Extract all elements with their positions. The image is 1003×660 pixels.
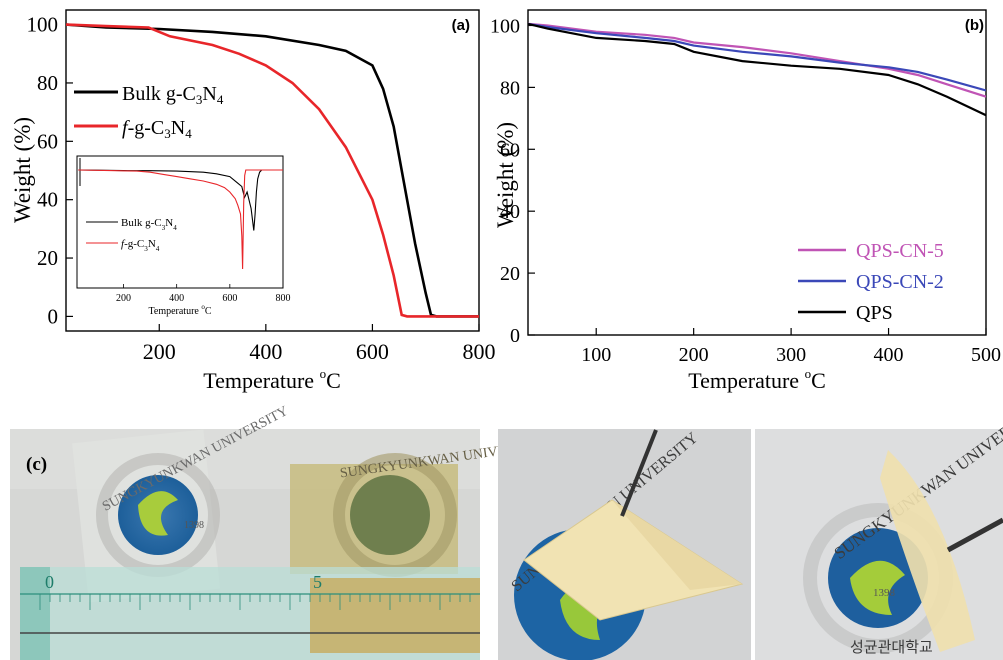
panel-a-xlabel: Temperature oC xyxy=(203,366,341,393)
legend-label-bulk: Bulk g-C3N4 xyxy=(122,83,224,107)
panel-b-ytick-label: 60 xyxy=(500,139,520,161)
panel-b-legend: QPS-CN-5 QPS-CN-2 QPS xyxy=(798,240,944,324)
photo-ruler: 0 5 xyxy=(20,567,480,660)
panel-b-line-qps xyxy=(528,22,986,117)
inset-legend-label-f: f-g-C3N4 xyxy=(121,238,160,253)
tweezers-2 xyxy=(946,517,1003,553)
panel-b-frame xyxy=(527,9,987,336)
panel-c-photos: 1398 SUNGKYUNKWAN UNIVERSITY SUNGKYUNKWA… xyxy=(10,399,1003,660)
panel-b-ylabel: Weight (%) xyxy=(493,122,518,228)
ruler-zero: 0 xyxy=(45,572,54,592)
photo3-korean: 성균관대학교 xyxy=(850,639,933,656)
ruler-five: 5 xyxy=(313,572,322,592)
panel-b-line-qps-cn-5 xyxy=(528,22,986,98)
panel-b-xtick-label: 400 xyxy=(874,344,904,366)
panel-a-xtick-label: 600 xyxy=(356,339,389,364)
panel-b-xtick-label: 300 xyxy=(776,344,806,366)
panel-c-label: (c) xyxy=(26,454,47,475)
panel-a-xtick-label: 800 xyxy=(463,339,496,364)
panel-a-ytick-label: 60 xyxy=(37,129,58,153)
logo-leaf-1 xyxy=(138,491,178,536)
panel-b-xtick-label: 200 xyxy=(679,344,709,366)
panel-b-ytick-label: 20 xyxy=(500,263,520,285)
logo-disc-2 xyxy=(350,475,430,555)
panel-a-inset: 200 400 600 800 Bulk g-C3N4 f-g-C3N4 Temper… xyxy=(76,155,291,317)
panel-a-xtick-label: 200 xyxy=(143,339,176,364)
bent-film-sheet xyxy=(880,450,975,652)
inset-line-bulk xyxy=(78,169,283,231)
panel-a-ylabel: Weight (%) xyxy=(10,117,35,223)
panel-a-ytick-label: 40 xyxy=(37,188,58,212)
panel-a-ytick-label: 20 xyxy=(37,246,58,270)
panel-a-label: (a) xyxy=(452,17,470,34)
panel-b-xtick-label: 100 xyxy=(581,344,611,366)
photo3-year: 1398 xyxy=(873,587,896,599)
inset-xlabel: Temperature oC xyxy=(148,303,211,317)
panel-a-xtick-label: 400 xyxy=(249,339,282,364)
panel-a-line-bulk xyxy=(66,23,479,318)
legend-label-f: f-g-C3N4 xyxy=(122,117,192,141)
photo-bent-film: 1398 SUNGKYUNKWAN UNIVERSITY 성균관대학교 xyxy=(755,399,1003,660)
inset-xtick-label: 200 xyxy=(116,293,131,304)
inset-legend-label-bulk: Bulk g-C3N4 xyxy=(121,217,177,232)
panel-b-legend-label: QPS-CN-2 xyxy=(856,271,944,293)
panel-b-label: (b) xyxy=(965,17,984,34)
panel-b-xlabel: Temperature oC xyxy=(688,366,826,393)
panel-b-chart: 100 200 300 400 500 0 20 40 60 80 100 (b) Weight (… xyxy=(490,9,1001,393)
photo1-year: 1398 xyxy=(184,520,204,531)
tweezers-1 xyxy=(620,429,658,517)
inset-xtick-label: 600 xyxy=(222,293,237,304)
photo-folded-film: SUNGKYUNKWAN UNIVERSITY xyxy=(498,429,751,660)
panel-b-ytick-label: 0 xyxy=(510,325,520,347)
panel-a-ytick-label: 80 xyxy=(37,71,58,95)
panel-a-legend: Bulk g-C3N4 f-g-C3N4 xyxy=(74,83,224,141)
panel-b-legend-label: QPS-CN-5 xyxy=(856,240,944,262)
panel-a-ytick-label: 0 xyxy=(48,304,59,328)
panel-a-frame xyxy=(65,9,480,332)
panel-a-ytick-label: 100 xyxy=(27,13,59,37)
panel-b-ytick-label: 100 xyxy=(490,15,520,37)
panel-b-ytick-label: 40 xyxy=(500,201,520,223)
panel-b-xtick-label: 500 xyxy=(971,344,1001,366)
inset-line-f xyxy=(78,169,283,270)
panel-b-line-qps-cn-2 xyxy=(528,22,986,92)
panel-b-ytick-label: 80 xyxy=(500,77,520,99)
photo-ruler-films: 1398 SUNGKYUNKWAN UNIVERSITY SUNGKYUNKWA… xyxy=(10,404,547,660)
inset-xtick-label: 400 xyxy=(169,293,184,304)
inset-xtick-label: 800 xyxy=(276,293,291,304)
panel-a-line-f xyxy=(66,23,479,318)
inset-frame xyxy=(76,155,284,289)
panel-b-legend-label: QPS xyxy=(856,302,893,324)
